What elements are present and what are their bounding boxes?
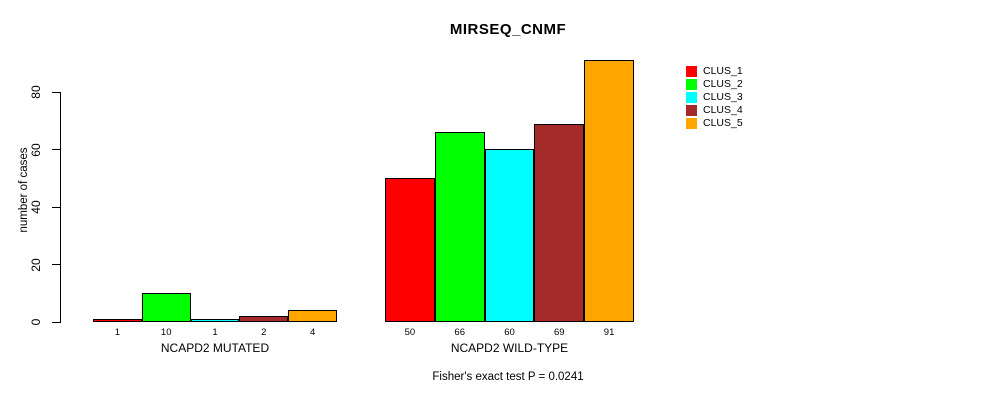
- legend-swatch-icon: [686, 92, 697, 103]
- legend-item-clus_2: CLUS_2: [686, 78, 743, 91]
- legend-label: CLUS_2: [703, 78, 743, 90]
- y-tick-mark: [52, 264, 60, 265]
- legend-item-clus_1: CLUS_1: [686, 65, 743, 78]
- legend-swatch-icon: [686, 66, 697, 77]
- bar-clus_2-group1: [141, 293, 191, 322]
- legend-item-clus_3: CLUS_3: [686, 91, 743, 104]
- bar-value-label: 4: [309, 327, 316, 338]
- legend-label: CLUS_3: [703, 91, 743, 103]
- bar-value-label: 60: [504, 327, 515, 338]
- stat-annotation: Fisher's exact test P = 0.0241: [432, 371, 584, 383]
- bar-clus_4-group1: [239, 316, 289, 322]
- group-label-1: NCAPD2 MUTATED: [160, 341, 270, 355]
- chart-title: MIRSEQ_CNMF: [449, 21, 567, 38]
- bar-clus_5-group2: [584, 60, 634, 322]
- bar-value-label: 66: [454, 327, 465, 338]
- legend-swatch-icon: [686, 118, 697, 129]
- legend-item-clus_4: CLUS_4: [686, 104, 743, 117]
- legend-swatch-icon: [686, 105, 697, 116]
- bar-clus_3-group2: [484, 149, 535, 322]
- y-axis-line: [60, 92, 61, 323]
- bar-clus_2-group2: [434, 132, 485, 322]
- bar-clus_1-group2: [385, 178, 435, 322]
- bar-clus_5-group1: [288, 310, 337, 322]
- bar-clus_4-group2: [534, 124, 585, 322]
- bar-value-label: 1: [114, 327, 121, 338]
- bar-value-label: 1: [212, 327, 218, 338]
- bar-value-label: 2: [261, 327, 267, 338]
- y-tick-label: 40: [29, 200, 43, 214]
- bar-value-label: 69: [554, 327, 565, 338]
- legend-label: CLUS_5: [703, 117, 743, 129]
- y-tick-mark: [52, 91, 60, 93]
- y-tick-mark: [52, 149, 60, 150]
- legend-swatch-icon: [686, 79, 697, 90]
- legend: CLUS_1 CLUS_2 CLUS_3 CLUS_4 CLUS_5: [686, 65, 743, 130]
- y-tick-label: 20: [29, 257, 43, 272]
- bar-clus_1-group1: [93, 319, 142, 322]
- legend-label: CLUS_4: [703, 104, 743, 116]
- group-label-2: NCAPD2 WILD-TYPE: [450, 341, 569, 355]
- y-tick-label: 80: [29, 85, 43, 99]
- bar-value-label: 50: [404, 327, 416, 338]
- legend-label: CLUS_1: [703, 65, 743, 77]
- y-tick-mark: [52, 321, 60, 323]
- bar-value-label: 91: [603, 327, 615, 338]
- bar-clus_3-group1: [190, 319, 240, 322]
- bar-value-label: 10: [160, 327, 172, 338]
- y-tick-mark: [52, 206, 60, 208]
- y-tick-label: 0: [29, 318, 43, 326]
- y-tick-label: 60: [29, 142, 43, 157]
- legend-item-clus_5: CLUS_5: [686, 117, 743, 130]
